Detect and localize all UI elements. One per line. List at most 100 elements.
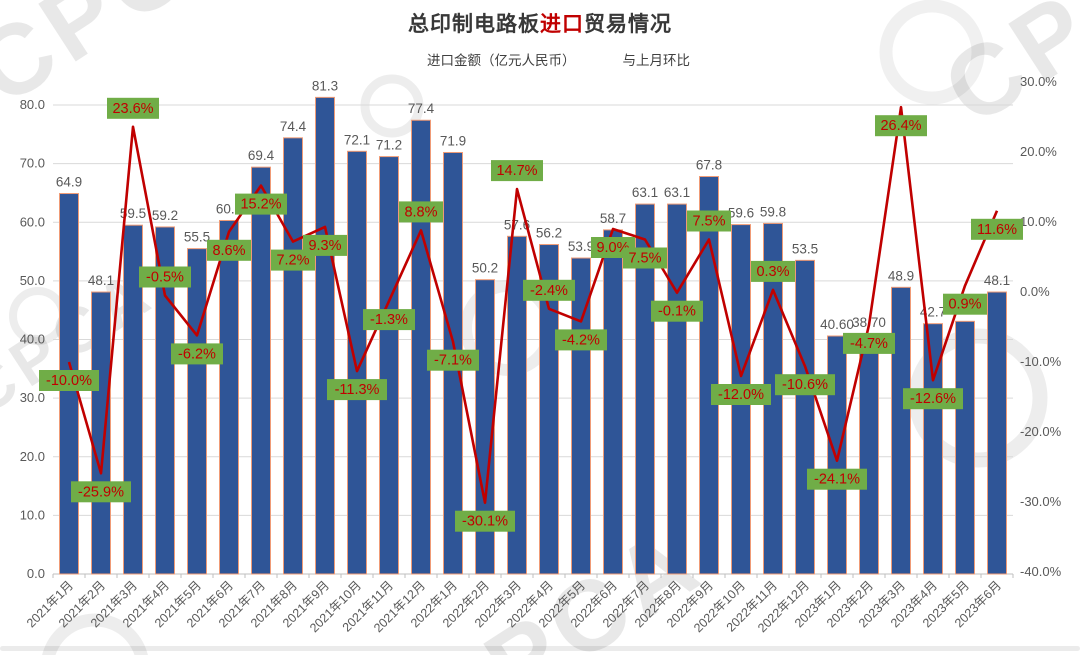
bar [315, 96, 335, 575]
bar-value-label: 53.5 [792, 241, 818, 256]
bar-value-label: 77.4 [408, 101, 435, 116]
bar-value-label: 40.60 [820, 317, 854, 332]
pct-label-box [651, 300, 703, 322]
legend-bar-label: 进口金额（亿元人民币） [427, 53, 576, 68]
watermark-ring [879, 0, 985, 105]
bar-value-label: 50.2 [472, 261, 498, 276]
right-axis-tick-label: 10.0% [1020, 214, 1057, 229]
bar [219, 219, 239, 575]
pct-label-box [207, 239, 251, 261]
bar [987, 291, 1007, 575]
bar-value-label: 74.4 [280, 119, 307, 134]
bar [91, 291, 111, 575]
bar-value-label: 59.6 [728, 206, 754, 221]
pct-label: 14.7% [496, 163, 537, 179]
bar-value-label: 63.1 [632, 185, 658, 200]
right-axis-tick-label: 20.0% [1020, 144, 1057, 159]
pct-label: -30.1% [462, 514, 508, 530]
bar [795, 259, 815, 575]
pct-label: -10.6% [782, 377, 828, 393]
bar [827, 335, 847, 575]
pct-label: 0.9% [948, 297, 981, 313]
left-axis-tick-label: 20.0 [20, 449, 45, 464]
left-axis-tick-label: 60.0 [20, 214, 45, 229]
bar-value-label: 57.6 [504, 217, 530, 232]
left-axis-tick-label: 10.0 [20, 507, 45, 522]
pct-label: 11.6% [977, 222, 1017, 238]
bar [155, 226, 175, 575]
pct-label-box [843, 332, 895, 354]
pct-label-box [71, 481, 131, 503]
bar [635, 203, 655, 575]
pct-label: -12.6% [910, 391, 956, 407]
bar [923, 323, 943, 575]
watermark-ring [42, 613, 148, 655]
bottom-edge-band [0, 646, 1080, 651]
bar-value-label: 48.1 [88, 273, 114, 288]
bar [379, 156, 399, 575]
pct-label-box [39, 370, 99, 391]
bar [699, 176, 719, 575]
bar [603, 229, 623, 575]
pct-label: 7.2% [276, 253, 309, 269]
pct-label: 7.5% [692, 214, 725, 230]
pct-label: -10.0% [46, 373, 92, 389]
pct-label: 26.4% [880, 118, 921, 134]
pct-label-box [399, 201, 443, 223]
pct-label-box [971, 218, 1023, 240]
title-prefix: 总印制电路板 [408, 13, 540, 36]
bar [347, 150, 367, 575]
right-axis-tick-label: -10.0% [1020, 354, 1062, 369]
bar [411, 119, 431, 575]
bar-value-label: 67.8 [696, 158, 722, 173]
bar-value-label: 48.1 [984, 273, 1010, 288]
pct-label-box [875, 115, 927, 137]
pct-label-box [903, 388, 963, 410]
pct-label: 8.6% [212, 243, 245, 259]
pct-label: -7.1% [434, 353, 472, 369]
pct-label-box [623, 247, 667, 269]
pct-label-box [687, 210, 731, 232]
bar-value-label: 55.5 [184, 230, 210, 245]
right-axis-tick-label: -30.0% [1020, 494, 1062, 509]
bar [859, 346, 879, 575]
pct-label: -1.3% [370, 312, 408, 328]
bar-value-label: 69.4 [248, 148, 275, 163]
bar-value-label: 58.7 [600, 211, 626, 226]
page-title: 总印制电路板进口贸易情况 [0, 8, 1080, 38]
bar-value-label: 63.1 [664, 185, 690, 200]
bar [283, 137, 303, 575]
pct-label-box [711, 384, 771, 405]
left-axis-tick-label: 80.0 [20, 97, 45, 112]
right-axis-tick-label: 0.0% [1020, 284, 1050, 299]
pct-label-box [775, 374, 835, 396]
bar-value-label: 56.2 [536, 226, 562, 241]
pct-label-box [107, 97, 159, 119]
pct-label: -0.1% [658, 304, 696, 320]
pct-label-box [303, 234, 347, 256]
bar-value-label: 71.2 [376, 138, 402, 153]
pct-label: 23.6% [112, 101, 153, 117]
watermark-ring [360, 74, 424, 138]
bar-value-label: 72.1 [344, 132, 370, 147]
right-axis-tick-label: 30.0% [1020, 74, 1057, 89]
bar [475, 279, 495, 575]
pct-label: -2.4% [530, 283, 568, 299]
bar-value-label: 71.9 [440, 133, 466, 148]
pct-label: -25.9% [78, 484, 124, 500]
pct-label-box [555, 329, 607, 351]
pct-label-box [807, 468, 867, 490]
pct-label: -0.5% [146, 270, 184, 286]
bar [507, 235, 527, 575]
bar-value-label: 81.3 [312, 78, 338, 93]
pct-label: 15.2% [240, 197, 281, 213]
bar [187, 248, 207, 575]
bar-value-label: 53.9 [568, 239, 594, 254]
pct-label-box [363, 309, 415, 331]
pct-label: 7.5% [628, 251, 661, 267]
right-axis-tick-label: -40.0% [1020, 564, 1062, 579]
title-suffix: 贸易情况 [584, 13, 672, 36]
pct-label: -11.3% [335, 382, 380, 398]
